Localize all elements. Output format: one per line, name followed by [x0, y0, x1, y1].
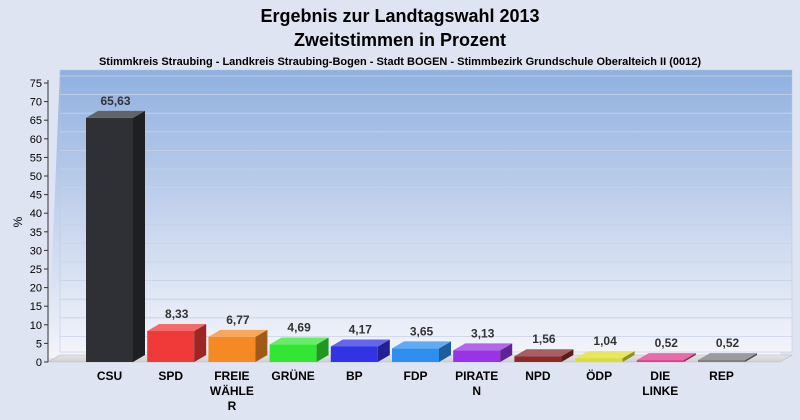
bar-top	[698, 353, 757, 361]
value-labels: 65,63 8,33 6,77 4,69 4,17 3,65 3,13 1,56 1,04 0,5…	[100, 94, 739, 350]
bar-front	[269, 344, 317, 362]
bar-top	[208, 329, 268, 337]
bar	[147, 324, 207, 362]
bar	[636, 353, 696, 362]
bars	[86, 110, 757, 362]
bar-side	[561, 349, 574, 362]
bar-side	[745, 353, 757, 362]
value-label: 8,33	[165, 307, 189, 321]
y-tick-label: 50	[30, 171, 42, 183]
bar-front	[698, 360, 745, 362]
bar-front	[575, 358, 623, 362]
bar-front	[392, 348, 439, 362]
y-tick-label: 10	[30, 320, 42, 332]
bar-side	[439, 341, 451, 362]
bar-side	[133, 110, 145, 362]
y-tick-label: 65	[30, 115, 42, 127]
bar-front	[514, 356, 562, 362]
bar-side	[500, 343, 513, 362]
bar-top	[86, 110, 145, 118]
value-label: 4,69	[287, 321, 311, 335]
category-label: FREIE WÄHLE R	[210, 369, 254, 413]
category-label: GRÜNE	[271, 368, 314, 383]
value-label: 0,52	[716, 336, 740, 350]
y-axis: 0 5 10 15 20 25 30 35 40 45 50 55 60 65 70 75	[30, 78, 49, 369]
bar	[392, 341, 451, 362]
bar-top	[147, 324, 207, 332]
chart-title: Ergebnis zur Landtagswahl 2013	[260, 6, 539, 26]
bar-side	[622, 351, 635, 362]
bar-top	[514, 349, 574, 357]
y-tick-label: 35	[30, 227, 42, 239]
bar	[269, 337, 329, 362]
y-tick-label: 15	[30, 301, 42, 313]
category-label: ÖDP	[586, 368, 612, 383]
value-label: 0,52	[655, 336, 679, 350]
bar-top	[392, 341, 451, 349]
y-tick-label: 75	[30, 78, 42, 90]
y-axis-label: %	[11, 216, 25, 227]
bar-front	[453, 350, 501, 362]
bar	[453, 343, 513, 362]
bar-top	[330, 339, 390, 347]
value-label: 1,56	[532, 332, 556, 346]
category-label: NPD	[525, 369, 551, 383]
value-label: 6,77	[226, 313, 250, 327]
y-tick-label: 45	[30, 190, 42, 202]
y-tick-label: 70	[30, 97, 42, 109]
bar-side	[255, 329, 268, 362]
y-tick-label: 60	[30, 134, 42, 146]
y-tick-label: 0	[36, 357, 42, 369]
bar-front	[330, 346, 378, 362]
bar-side	[316, 337, 329, 362]
bar	[86, 110, 145, 362]
category-label: REP	[709, 369, 734, 383]
grid-lines	[60, 75, 792, 337]
value-label: 3,13	[471, 326, 495, 340]
bar-front	[147, 331, 195, 362]
y-tick-label: 55	[30, 152, 42, 164]
bar	[698, 353, 757, 362]
bar-top	[636, 353, 696, 361]
y-tick-label: 20	[30, 283, 42, 295]
bar-top	[453, 343, 513, 351]
y-tick-label: 5	[36, 338, 42, 350]
bar-top	[269, 337, 329, 345]
bar	[208, 329, 268, 362]
bar	[514, 349, 574, 362]
bar-front	[86, 117, 133, 362]
category-label: DIE LINKE	[642, 369, 678, 398]
chart-subtitle: Zweitstimmen in Prozent	[294, 30, 506, 50]
bar	[575, 351, 635, 362]
category-label: PIRATE N	[455, 369, 498, 398]
category-label: CSU	[97, 369, 122, 383]
bar-front	[208, 336, 256, 362]
value-label: 1,04	[593, 334, 617, 348]
value-label: 4,17	[349, 322, 373, 336]
y-tick-label: 25	[30, 264, 42, 276]
y-tick-label: 40	[30, 208, 42, 220]
category-label: BP	[346, 369, 363, 383]
bar-front	[636, 360, 684, 362]
bar-side	[683, 353, 696, 362]
bar-side	[377, 339, 390, 362]
value-label: 3,65	[410, 324, 434, 338]
plot-back-wall	[59, 69, 793, 353]
category-label: SPD	[158, 369, 183, 383]
bar-side	[194, 324, 207, 362]
category-label: FDP	[404, 369, 428, 383]
chart-caption: Stimmkreis Straubing - Landkreis Straubi…	[99, 56, 701, 68]
bar	[330, 339, 390, 362]
category-labels: CSU SPD FREIE WÄHLE R GRÜNE BP FDP PIRATE N NPD ÖDP…	[97, 368, 734, 413]
y-tick-label: 30	[30, 245, 42, 257]
bar-top	[575, 351, 635, 359]
value-label: 65,63	[100, 94, 130, 108]
